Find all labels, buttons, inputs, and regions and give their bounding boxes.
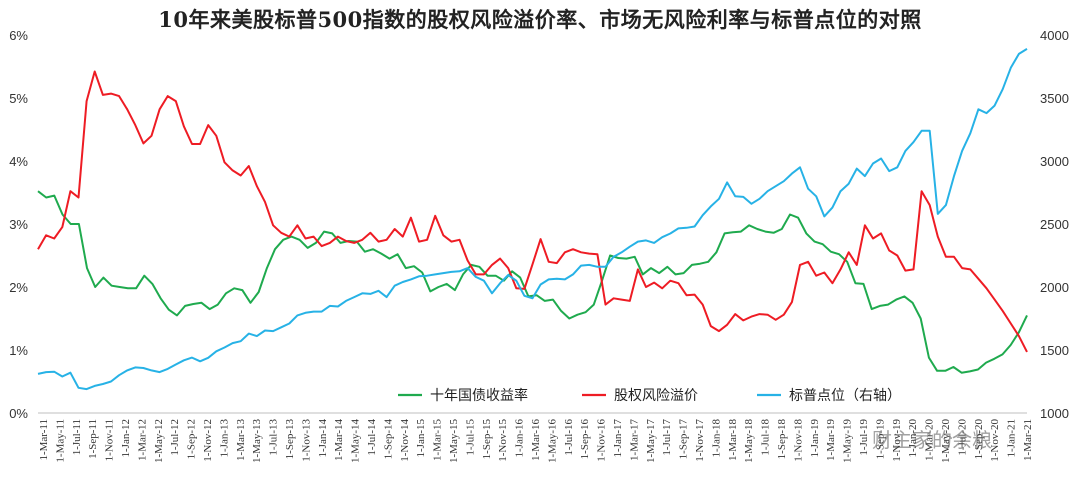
x-tick-label: 1-May-15 xyxy=(448,419,460,463)
x-tick-label: 1-Jul-20 xyxy=(956,419,968,456)
x-tick-label: 1-Mar-12 xyxy=(136,419,148,461)
x-tick-label: 1-Sep-13 xyxy=(284,419,296,460)
x-tick-label: 1-Mar-18 xyxy=(727,419,739,461)
y-axis-left: 0% 1% 2% 3% 4% 5% 6% xyxy=(9,28,28,421)
x-tick-label: 1-Jan-14 xyxy=(317,419,329,458)
x-tick-label: 1-May-16 xyxy=(546,419,558,463)
x-tick-label: 1-Mar-21 xyxy=(1022,419,1034,461)
x-tick-label: 1-May-11 xyxy=(54,419,66,463)
x-tick-label: 1-Sep-18 xyxy=(776,419,788,460)
x-tick-label: 1-Jan-15 xyxy=(415,419,427,458)
x-tick-label: 1-Jul-19 xyxy=(858,419,870,456)
x-tick-label: 1-Jul-18 xyxy=(760,419,772,456)
y-left-tick-label: 3% xyxy=(9,217,28,232)
y-left-tick-label: 4% xyxy=(9,154,28,169)
y-right-tick-label: 1000 xyxy=(1040,406,1069,421)
x-tick-label: 1-Jan-12 xyxy=(120,419,132,458)
x-tick-label: 1-Mar-15 xyxy=(432,419,444,461)
x-tick-label: 1-Nov-16 xyxy=(596,419,608,462)
x-tick-label: 1-Mar-11 xyxy=(38,419,50,461)
x-tick-label: 1-Nov-18 xyxy=(792,419,804,462)
y-right-tick-label: 3500 xyxy=(1040,91,1069,106)
x-tick-label: 1-Jul-12 xyxy=(169,419,181,456)
y-left-tick-label: 6% xyxy=(9,28,28,43)
x-tick-label: 1-Sep-14 xyxy=(382,419,394,460)
x-tick-label: 1-Jan-20 xyxy=(907,419,919,458)
x-tick-label: 1-Nov-19 xyxy=(891,419,903,462)
x-tick-label: 1-May-14 xyxy=(350,419,362,463)
x-tick-label: 1-May-20 xyxy=(940,419,952,463)
y-right-tick-label: 3000 xyxy=(1040,154,1069,169)
y-left-tick-label: 5% xyxy=(9,91,28,106)
x-tick-label: 1-Sep-12 xyxy=(186,419,198,459)
legend: 十年国债收益率 股权风险溢价 标普点位（右轴） xyxy=(398,387,901,404)
x-tick-label: 1-Jan-19 xyxy=(809,419,821,458)
x-tick-label: 1-Jul-13 xyxy=(268,419,280,456)
legend-label: 十年国债收益率 xyxy=(430,387,528,404)
x-tick-label: 1-Nov-12 xyxy=(202,419,214,462)
x-tick-label: 1-Jan-18 xyxy=(710,419,722,458)
x-tick-label: 1-Jul-14 xyxy=(366,419,378,456)
x-tick-label: 1-Mar-16 xyxy=(530,419,542,461)
y-left-tick-label: 0% xyxy=(9,406,28,421)
y-right-tick-label: 2000 xyxy=(1040,280,1069,295)
x-tick-label: 1-Jan-16 xyxy=(514,419,526,458)
series-lines xyxy=(37,48,1028,391)
x-tick-label: 1-Jan-13 xyxy=(218,419,230,458)
x-tick-label: 1-Mar-19 xyxy=(825,419,837,461)
x-tick-label: 1-Jan-21 xyxy=(1006,419,1018,458)
x-tick-label: 1-May-17 xyxy=(645,419,657,463)
x-tick-label: 1-Jul-15 xyxy=(464,419,476,456)
x-tick-label: 1-Sep-15 xyxy=(481,419,493,460)
x-tick-label: 1-Nov-13 xyxy=(300,419,312,462)
x-tick-label: 1-Nov-15 xyxy=(497,419,509,462)
y-right-tick-label: 2500 xyxy=(1040,217,1069,232)
x-tick-label: 1-Jul-11 xyxy=(71,419,83,455)
x-tick-label: 1-Sep-16 xyxy=(579,419,591,460)
x-tick-label: 1-Sep-11 xyxy=(87,419,99,459)
series-line-3 xyxy=(37,48,1028,391)
x-tick-label: 1-Mar-17 xyxy=(628,419,640,461)
x-tick-label: 1-Sep-19 xyxy=(874,419,886,460)
x-tick-label: 1-Nov-14 xyxy=(399,419,411,462)
x-tick-label: 1-Sep-20 xyxy=(973,419,985,460)
x-tick-label: 1-May-12 xyxy=(153,419,165,463)
x-tick-label: 1-Mar-20 xyxy=(924,419,936,461)
x-tick-label: 1-Nov-20 xyxy=(989,419,1001,462)
x-tick-label: 1-Mar-14 xyxy=(333,419,345,461)
x-tick-label: 1-Jan-17 xyxy=(612,419,624,458)
legend-label: 标普点位（右轴） xyxy=(789,388,901,404)
x-tick-label: 1-Sep-17 xyxy=(678,419,690,460)
watermark-text: 财主家的余粮 xyxy=(872,428,992,452)
legend-label: 股权风险溢价 xyxy=(614,388,698,404)
x-axis-tick-labels: 1-Mar-11 1-May-11 1-Jul-11 1-Sep-11 1-Nov-11… xyxy=(38,419,1034,463)
x-tick-label: 1-May-13 xyxy=(251,419,263,463)
x-tick-label: 1-Jul-17 xyxy=(661,419,673,456)
y-right-tick-label: 4000 xyxy=(1040,28,1069,43)
y-right-tick-label: 1500 xyxy=(1040,343,1069,358)
x-tick-label: 1-Mar-13 xyxy=(235,419,247,461)
y-left-tick-label: 1% xyxy=(9,343,28,358)
chart-title: 10年来美股标普500指数的股权风险溢价率、市场无风险利率与标普点位的对照 xyxy=(158,7,922,32)
x-tick-label: 1-Nov-17 xyxy=(694,419,706,462)
x-tick-label: 1-May-18 xyxy=(743,419,755,463)
series-line-1 xyxy=(37,190,1028,374)
y-axis-right: 1000 1500 2000 2500 3000 3500 4000 xyxy=(1040,28,1069,421)
series-line-2 xyxy=(37,70,1028,353)
x-tick-label: 1-Jul-16 xyxy=(563,419,575,456)
y-left-tick-label: 2% xyxy=(9,280,28,295)
x-tick-label: 1-May-19 xyxy=(842,419,854,463)
x-tick-label: 1-Nov-11 xyxy=(104,419,116,461)
